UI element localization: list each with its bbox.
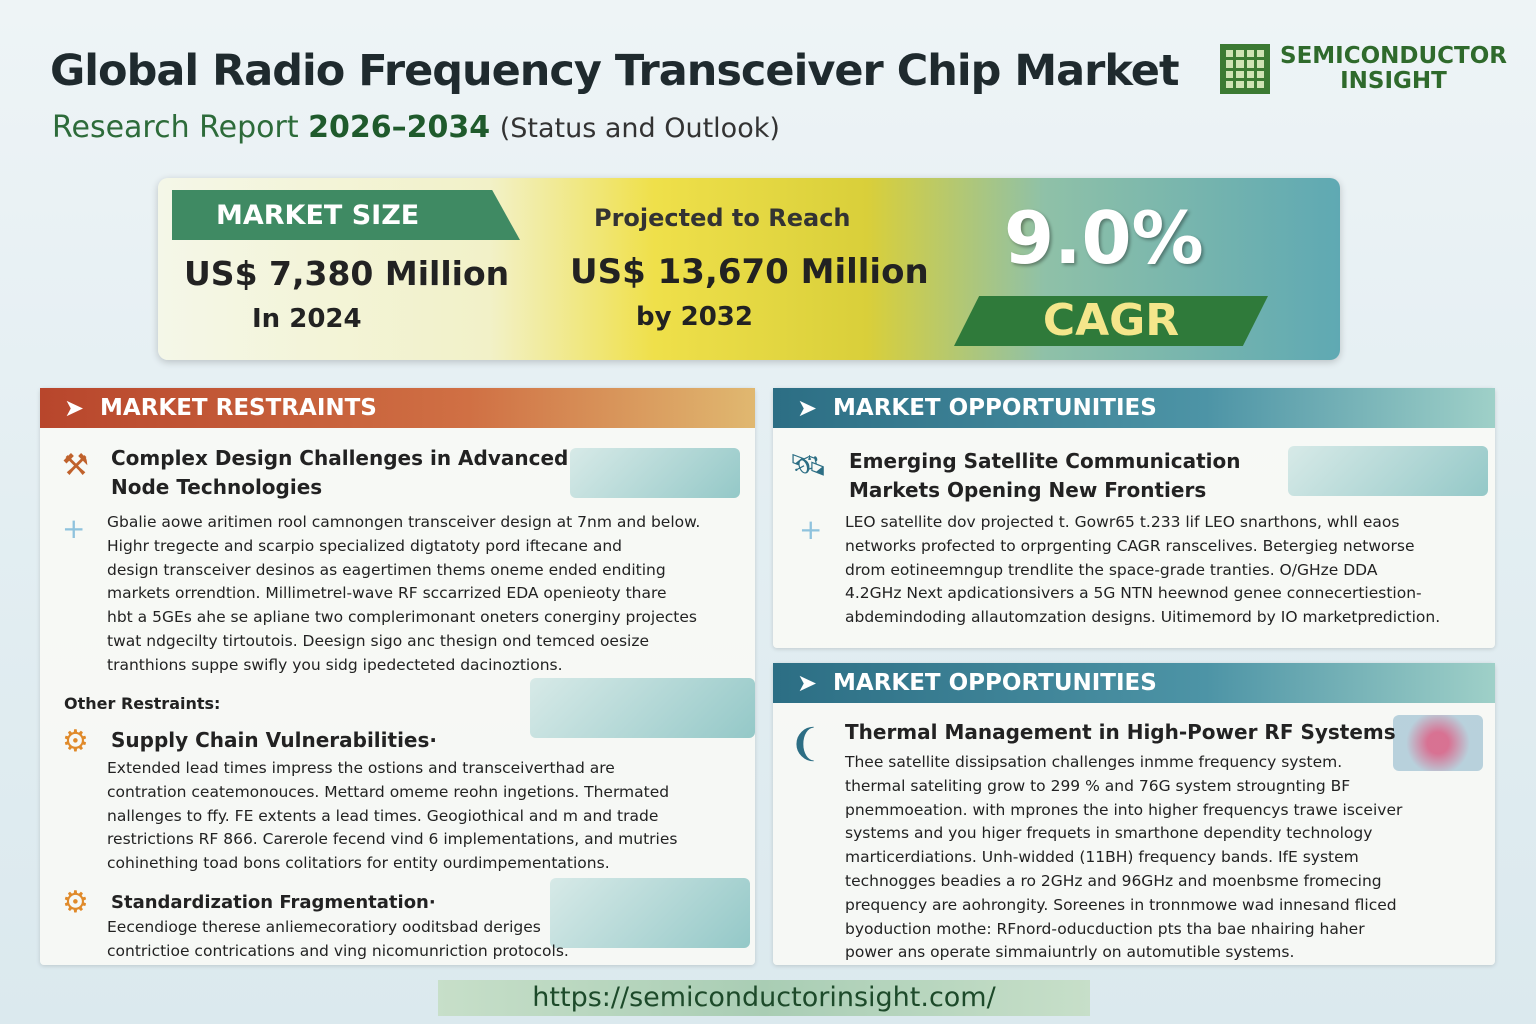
- text-line: nallenges to ffy. FE extents a lead time…: [107, 806, 659, 825]
- text-line: prequency are aohrongity. Soreenes in tr…: [845, 895, 1397, 914]
- market-opportunities-panel-2: ➤ MARKET OPPORTUNITIES ❨ Thermal Manageme…: [773, 663, 1495, 965]
- sparkle-icon: +: [799, 513, 823, 546]
- text-line: Eecendioge therese anliemecoratiory oodi…: [107, 918, 541, 936]
- sparkle-icon: +: [62, 512, 86, 545]
- gear-icon: ⚙: [62, 724, 89, 759]
- chip-grid-icon: [1220, 44, 1270, 94]
- text-line: design transceiver desinos as eagertimen…: [107, 560, 666, 579]
- text-line: contrictioe contrications and ving nicom…: [107, 941, 569, 960]
- restraint-1-title: Complex Design Challenges in Advanced No…: [111, 446, 569, 499]
- circuit-board-illustration: [570, 448, 740, 498]
- cagr-value: 9.0%: [1004, 196, 1204, 280]
- subtitle-years: 2026–2034: [308, 110, 491, 145]
- text-line: 4.2GHz Next apdicationsivers a 5G NTN he…: [845, 584, 1422, 603]
- opportunities-heading: MARKET OPPORTUNITIES: [833, 670, 1157, 696]
- text-line: restrictions RF 866. Carerole fecend vin…: [107, 830, 678, 849]
- text-line: drom eotineemngup trendlite the space-gr…: [845, 560, 1378, 579]
- cogs-icon: ⚙: [62, 885, 89, 920]
- text-line: networks profected to orprgenting CAGR r…: [845, 536, 1415, 555]
- chip-illustration: [1393, 715, 1483, 771]
- text-line: tranthions suppe swifly you sidg ipedect…: [107, 655, 563, 674]
- subtitle-prefix: Research Report: [52, 110, 299, 145]
- restraint-3-body: Eecendioge therese anliemecoratiory oodi…: [107, 916, 569, 964]
- chip-illustration: [550, 878, 750, 948]
- text-line: twat ndgecilty tirtoutois. Deesign sigo …: [107, 631, 650, 650]
- opportunity-2-body: Thee satellite dissipsation challenges i…: [845, 751, 1402, 965]
- opportunities-header: ➤ MARKET OPPORTUNITIES: [773, 663, 1495, 703]
- page-subtitle: Research Report 2026–2034 (Status and Ou…: [52, 110, 780, 145]
- text-line: systems and you higer frequets in smarth…: [845, 824, 1373, 843]
- text-line: hbt a 5GEs ahe se apliane two complerimo…: [107, 608, 697, 627]
- text-line: cohinething toad bons colitatiors for en…: [107, 854, 610, 873]
- opportunities-heading: MARKET OPPORTUNITIES: [833, 395, 1157, 421]
- cagr-label: CAGR: [954, 296, 1268, 346]
- arrow-icon: ➤: [797, 669, 818, 697]
- chip-illustration: [530, 678, 755, 738]
- projected-value: US$ 13,670 Million: [570, 252, 929, 292]
- projected-year: by 2032: [636, 302, 753, 332]
- restraint-3-title: Standardization Fragmentation·: [111, 892, 436, 913]
- arrow-icon: ➤: [64, 394, 85, 422]
- other-restraints-label: Other Restraints:: [64, 694, 221, 713]
- text-line: Highr tregecte and scarpio specialized d…: [107, 536, 623, 555]
- market-restraints-panel: ➤ MARKET RESTRAINTS ⚒ Complex Design Chal…: [40, 388, 755, 965]
- restraints-heading: MARKET RESTRAINTS: [100, 395, 377, 421]
- opportunity-2-title: Thermal Management in High-Power RF Syst…: [845, 720, 1396, 744]
- text-line: byoduction mothe: RFnord-oducduction pts…: [845, 919, 1365, 938]
- subtitle-suffix: (Status and Outlook): [499, 113, 780, 144]
- text-line: Gbalie aowe aritimen rool camnongen tran…: [107, 513, 701, 531]
- text-line: pnemmoeation. with mprones the into high…: [845, 800, 1403, 819]
- restraint-2-title: Supply Chain Vulnerabilities·: [111, 728, 437, 752]
- arrow-icon: ➤: [797, 394, 818, 422]
- text-line: marticerdiations. Unh-widded (11BH) freq…: [845, 848, 1359, 867]
- market-size-label: MARKET SIZE: [172, 190, 520, 240]
- text-line: power ans operate simmaiuntrly on automu…: [845, 943, 1295, 962]
- thermal-wave-icon: ❨: [789, 721, 821, 765]
- text-line: markets orrendtion. Millimetrel-wave RF …: [107, 584, 667, 603]
- logo-line1: SEMICONDUCTOR: [1280, 43, 1508, 69]
- restraint-1-body: Gbalie aowe aritimen rool camnongen tran…: [107, 511, 700, 678]
- design-tools-icon: ⚒: [62, 448, 89, 483]
- text-line: abdemindoding allautomzation designs. Ui…: [845, 608, 1441, 627]
- restraints-header: ➤ MARKET RESTRAINTS: [40, 388, 755, 428]
- text-line: thermal sateliting grow to 299 % and 76G…: [845, 776, 1351, 795]
- market-opportunities-panel-1: ➤ MARKET OPPORTUNITIES 🛰 Emerging Satelli…: [773, 388, 1495, 648]
- market-size-value: US$ 7,380 Million: [184, 254, 510, 293]
- text-line: contration ceatemonouces. Mettard omeme …: [107, 782, 670, 801]
- restraint-2-body: Extended lead times impress the ostions …: [107, 757, 677, 876]
- projected-label: Projected to Reach: [594, 204, 851, 232]
- opportunity-1-title: Emerging Satellite Communication Markets…: [849, 449, 1241, 502]
- market-size-year: In 2024: [252, 304, 362, 334]
- text-line: LEO satellite dov projected t. Gowr65 t.…: [845, 513, 1400, 531]
- text-line: Thee satellite dissipsation challenges i…: [845, 753, 1343, 771]
- text-line: technogges beadies a ro 2GHz and 96GHz a…: [845, 871, 1382, 890]
- opportunities-header: ➤ MARKET OPPORTUNITIES: [773, 388, 1495, 428]
- logo: SEMICONDUCTOR INSIGHT: [1220, 44, 1507, 94]
- page-title: Global Radio Frequency Transceiver Chip …: [50, 46, 1180, 96]
- circuit-board-illustration: [1288, 446, 1488, 496]
- text-line: Extended lead times impress the ostions …: [107, 759, 615, 777]
- logo-line2: INSIGHT: [1340, 68, 1447, 94]
- website-link[interactable]: https://semiconductorinsight.com/: [438, 980, 1090, 1016]
- satellite-icon: 🛰: [789, 448, 828, 483]
- opportunity-1-body: LEO satellite dov projected t. Gowr65 t.…: [845, 511, 1440, 630]
